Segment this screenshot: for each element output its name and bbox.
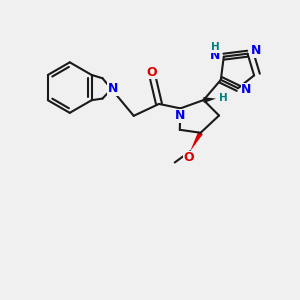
Text: O: O [146,66,157,79]
Text: N: N [175,109,186,122]
Text: H: H [211,42,220,52]
Text: N: N [210,49,220,62]
Text: O: O [183,151,194,164]
Text: H: H [219,93,228,103]
Polygon shape [203,97,216,103]
Text: N: N [108,82,118,95]
Polygon shape [190,131,203,151]
Text: N: N [251,44,261,57]
Text: N: N [241,83,252,96]
